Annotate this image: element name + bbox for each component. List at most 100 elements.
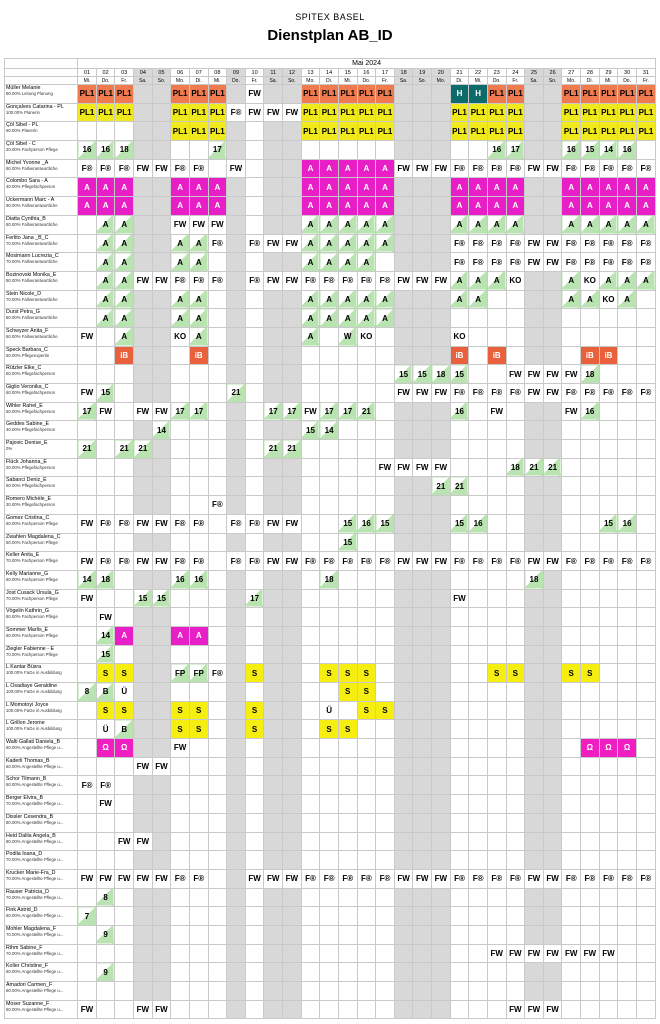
shift-cell[interactable] bbox=[580, 906, 600, 926]
shift-cell[interactable]: F® bbox=[319, 868, 339, 889]
shift-cell[interactable] bbox=[580, 420, 600, 441]
shift-cell[interactable] bbox=[356, 383, 377, 403]
shift-cell[interactable]: FW bbox=[561, 364, 582, 384]
shift-cell[interactable] bbox=[524, 308, 544, 328]
shift-cell[interactable] bbox=[319, 962, 339, 982]
shift-cell[interactable] bbox=[133, 121, 153, 142]
shift-cell[interactable] bbox=[207, 513, 228, 534]
shift-cell[interactable]: FW bbox=[542, 383, 563, 403]
shift-cell[interactable]: A bbox=[300, 158, 321, 179]
shift-cell[interactable]: FW bbox=[133, 401, 153, 422]
shift-cell[interactable] bbox=[468, 999, 488, 1020]
shift-cell[interactable]: W bbox=[337, 326, 358, 347]
shift-cell[interactable] bbox=[542, 924, 563, 945]
shift-cell[interactable] bbox=[617, 924, 637, 945]
shift-cell[interactable] bbox=[449, 850, 470, 870]
shift-cell[interactable] bbox=[188, 850, 209, 870]
shift-cell[interactable]: FW bbox=[412, 457, 433, 478]
shift-cell[interactable]: A bbox=[617, 196, 637, 216]
shift-cell[interactable] bbox=[170, 607, 190, 627]
shift-cell[interactable]: F® bbox=[580, 233, 600, 254]
shift-cell[interactable]: 21 bbox=[77, 439, 97, 459]
shift-cell[interactable]: FW bbox=[431, 158, 451, 179]
shift-cell[interactable]: A bbox=[300, 233, 321, 254]
shift-cell[interactable]: PL1 bbox=[580, 121, 600, 142]
shift-cell[interactable] bbox=[561, 308, 582, 328]
shift-cell[interactable]: F® bbox=[356, 270, 377, 291]
shift-cell[interactable]: A bbox=[580, 289, 600, 310]
shift-cell[interactable]: A bbox=[468, 196, 488, 216]
shift-cell[interactable] bbox=[468, 401, 488, 422]
shift-cell[interactable] bbox=[580, 569, 600, 590]
shift-cell[interactable]: FW bbox=[393, 270, 414, 291]
shift-cell[interactable]: FW bbox=[151, 999, 172, 1020]
shift-cell[interactable]: A bbox=[356, 214, 377, 235]
shift-cell[interactable] bbox=[505, 738, 526, 758]
shift-cell[interactable] bbox=[505, 981, 526, 1001]
shift-cell[interactable] bbox=[77, 700, 97, 721]
shift-cell[interactable] bbox=[431, 700, 451, 721]
shift-cell[interactable]: FW bbox=[263, 102, 284, 123]
shift-cell[interactable] bbox=[580, 850, 600, 870]
shift-cell[interactable] bbox=[188, 588, 209, 609]
shift-cell[interactable]: A bbox=[170, 233, 190, 254]
shift-cell[interactable] bbox=[393, 588, 414, 609]
shift-cell[interactable] bbox=[319, 887, 339, 908]
shift-cell[interactable] bbox=[617, 495, 637, 515]
shift-cell[interactable] bbox=[300, 625, 321, 646]
shift-cell[interactable] bbox=[561, 625, 582, 646]
shift-cell[interactable]: FW bbox=[151, 158, 172, 179]
shift-cell[interactable] bbox=[226, 252, 246, 272]
shift-cell[interactable] bbox=[207, 364, 228, 384]
shift-cell[interactable] bbox=[412, 831, 433, 852]
shift-cell[interactable] bbox=[412, 999, 433, 1020]
shift-cell[interactable] bbox=[505, 794, 526, 814]
shift-cell[interactable] bbox=[486, 476, 507, 497]
shift-cell[interactable] bbox=[524, 682, 544, 702]
shift-cell[interactable] bbox=[617, 700, 637, 721]
shift-cell[interactable]: A bbox=[468, 270, 488, 291]
shift-cell[interactable]: F® bbox=[300, 270, 321, 291]
shift-cell[interactable]: A bbox=[95, 308, 116, 328]
shift-cell[interactable] bbox=[393, 738, 414, 758]
shift-cell[interactable] bbox=[542, 607, 563, 627]
shift-cell[interactable] bbox=[282, 495, 302, 515]
shift-cell[interactable]: A bbox=[468, 214, 488, 235]
shift-cell[interactable]: 8 bbox=[95, 887, 116, 908]
shift-cell[interactable] bbox=[282, 196, 302, 216]
shift-cell[interactable] bbox=[598, 775, 619, 796]
shift-cell[interactable] bbox=[412, 289, 433, 310]
shift-cell[interactable] bbox=[505, 682, 526, 702]
shift-cell[interactable] bbox=[598, 401, 619, 422]
shift-cell[interactable]: B bbox=[95, 682, 116, 702]
shift-cell[interactable] bbox=[412, 476, 433, 497]
shift-cell[interactable] bbox=[524, 887, 544, 908]
shift-cell[interactable] bbox=[133, 140, 153, 160]
shift-cell[interactable]: A bbox=[77, 196, 97, 216]
shift-cell[interactable]: S bbox=[244, 663, 265, 683]
shift-cell[interactable] bbox=[412, 644, 433, 665]
shift-cell[interactable] bbox=[337, 476, 358, 497]
shift-cell[interactable] bbox=[635, 812, 657, 833]
shift-cell[interactable] bbox=[207, 289, 228, 310]
shift-cell[interactable] bbox=[151, 981, 172, 1001]
shift-cell[interactable] bbox=[486, 495, 507, 515]
shift-cell[interactable] bbox=[244, 177, 265, 198]
shift-cell[interactable] bbox=[133, 476, 153, 497]
shift-cell[interactable] bbox=[617, 457, 637, 478]
shift-cell[interactable]: F® bbox=[95, 158, 116, 179]
shift-cell[interactable] bbox=[114, 999, 135, 1020]
shift-cell[interactable] bbox=[244, 981, 265, 1001]
shift-cell[interactable] bbox=[151, 850, 172, 870]
shift-cell[interactable] bbox=[151, 252, 172, 272]
shift-cell[interactable] bbox=[207, 682, 228, 702]
shift-cell[interactable]: A bbox=[598, 196, 619, 216]
shift-cell[interactable]: FW bbox=[524, 999, 544, 1020]
shift-cell[interactable]: FW bbox=[151, 270, 172, 291]
shift-cell[interactable] bbox=[188, 495, 209, 515]
shift-cell[interactable] bbox=[151, 607, 172, 627]
shift-cell[interactable]: F® bbox=[486, 551, 507, 571]
shift-cell[interactable] bbox=[170, 775, 190, 796]
shift-cell[interactable] bbox=[319, 644, 339, 665]
shift-cell[interactable] bbox=[617, 607, 637, 627]
